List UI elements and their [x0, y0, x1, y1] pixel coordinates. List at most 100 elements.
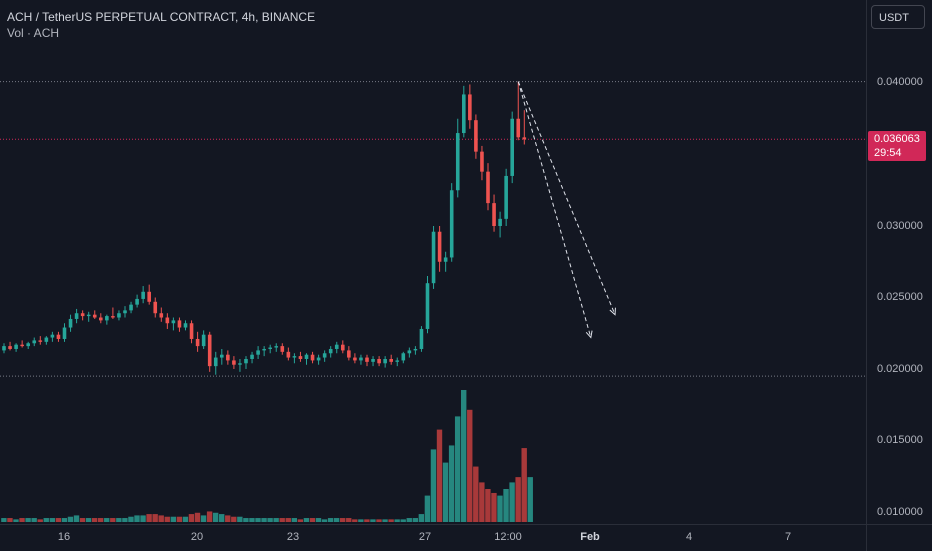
candle-body	[80, 313, 85, 317]
price-tick: 0.040000	[877, 76, 923, 88]
volume-bar	[327, 518, 334, 522]
volume-bar	[400, 519, 406, 522]
candle-body	[201, 334, 206, 347]
volume-bar	[382, 519, 388, 522]
volume-bar	[521, 448, 527, 522]
volume-bar	[273, 518, 279, 522]
volume-bar	[303, 518, 310, 522]
price-tick: 0.015000	[877, 434, 923, 446]
candle-body	[286, 351, 291, 358]
candle-body	[304, 354, 309, 359]
candle-body	[455, 133, 460, 191]
candle-body	[256, 350, 260, 355]
candle-body	[86, 314, 91, 317]
time-tick: 7	[784, 531, 792, 543]
chart-legend: ACH / TetherUS PERPETUAL CONTRACT, 4h, B…	[7, 9, 315, 41]
time-scale[interactable]: 16 20 23 27 12:00 Feb 4 7	[0, 524, 866, 551]
candle-body	[413, 348, 418, 351]
volume-bar	[67, 516, 74, 522]
time-tick: 23	[286, 531, 300, 543]
volume-bar	[37, 519, 43, 522]
volume-bar	[364, 519, 370, 522]
volume-bar	[49, 518, 55, 522]
candle-body	[268, 347, 272, 349]
volume-bar	[352, 519, 358, 522]
volume-bar	[509, 482, 515, 522]
candle-body	[105, 316, 109, 321]
candle-body	[262, 348, 266, 351]
volume-indicator-label[interactable]: Vol · ACH	[7, 26, 60, 40]
candle-body	[56, 334, 61, 339]
candle-body	[449, 190, 454, 258]
volume-bar	[219, 514, 225, 522]
volume-bar	[297, 519, 304, 522]
candle-body	[389, 358, 393, 362]
symbol-title[interactable]: ACH / TetherUS PERPETUAL CONTRACT, 4h, B…	[7, 10, 316, 24]
candle-body	[468, 94, 472, 121]
volume-bar	[61, 518, 68, 522]
candle-body	[316, 357, 321, 361]
volume-bar	[406, 518, 412, 522]
volume-bar	[448, 445, 455, 522]
candle-body	[328, 348, 333, 354]
volume-bar	[122, 518, 128, 522]
volume-bar	[7, 518, 13, 522]
volume-bar	[467, 409, 473, 522]
volume-bar	[285, 518, 291, 522]
volume-bar	[55, 518, 62, 522]
candle-body	[244, 358, 248, 364]
candle-body	[437, 231, 442, 262]
candle-body	[274, 346, 279, 348]
volume-bar	[237, 516, 243, 522]
candle-body	[165, 317, 170, 324]
candlestick-chart[interactable]	[0, 0, 866, 524]
last-price-value: 0.036063	[874, 133, 920, 145]
volume-bar	[346, 518, 352, 522]
candle-body	[74, 313, 79, 319]
candle-body	[498, 218, 502, 226]
volume-bar	[461, 390, 467, 522]
volume-bar	[1, 518, 7, 522]
chart-pane[interactable]: ACH / TetherUS PERPETUAL CONTRACT, 4h, B…	[0, 0, 866, 524]
price-tick: 0.020000	[877, 363, 923, 375]
volume-bar	[19, 518, 25, 522]
volume-bar	[158, 515, 164, 522]
candle-body	[516, 118, 521, 138]
candle-body	[334, 344, 339, 349]
candle-body	[220, 354, 224, 358]
candle-body	[347, 350, 351, 358]
volume-bar	[98, 518, 104, 522]
volume-bar	[267, 518, 273, 522]
candle-body	[443, 257, 448, 262]
currency-button[interactable]: USDT	[871, 5, 925, 29]
volume-bar	[43, 518, 49, 522]
candle-body	[123, 310, 127, 314]
volume-bar	[436, 429, 443, 522]
scale-corner	[866, 524, 932, 551]
candle-body	[510, 118, 514, 176]
candle-body	[68, 318, 73, 328]
volume-bar	[376, 519, 382, 522]
arrow-annotation	[517, 81, 616, 315]
volume-bar	[164, 516, 170, 522]
volume-bar	[497, 495, 503, 522]
candle-body	[359, 357, 363, 361]
time-tick: 20	[190, 531, 204, 543]
volume-bar	[442, 462, 449, 522]
candle-body	[8, 346, 12, 349]
volume-bar	[491, 492, 497, 522]
candle-body	[395, 360, 400, 362]
candle-body	[147, 291, 151, 302]
candle-body	[213, 357, 218, 367]
bar-countdown: 29:54	[874, 147, 902, 159]
candle-body	[238, 363, 242, 365]
candle-body	[492, 203, 496, 226]
price-scale[interactable]: 0.040000 0.030000 0.025000 0.020000 0.01…	[866, 0, 932, 524]
volume-bar	[503, 489, 509, 522]
candle-body	[99, 317, 103, 321]
volume-bar	[152, 514, 158, 522]
volume-bar	[231, 516, 237, 522]
volume-bar	[370, 519, 376, 522]
candle-body	[310, 354, 315, 361]
price-tick: 0.025000	[877, 291, 923, 303]
